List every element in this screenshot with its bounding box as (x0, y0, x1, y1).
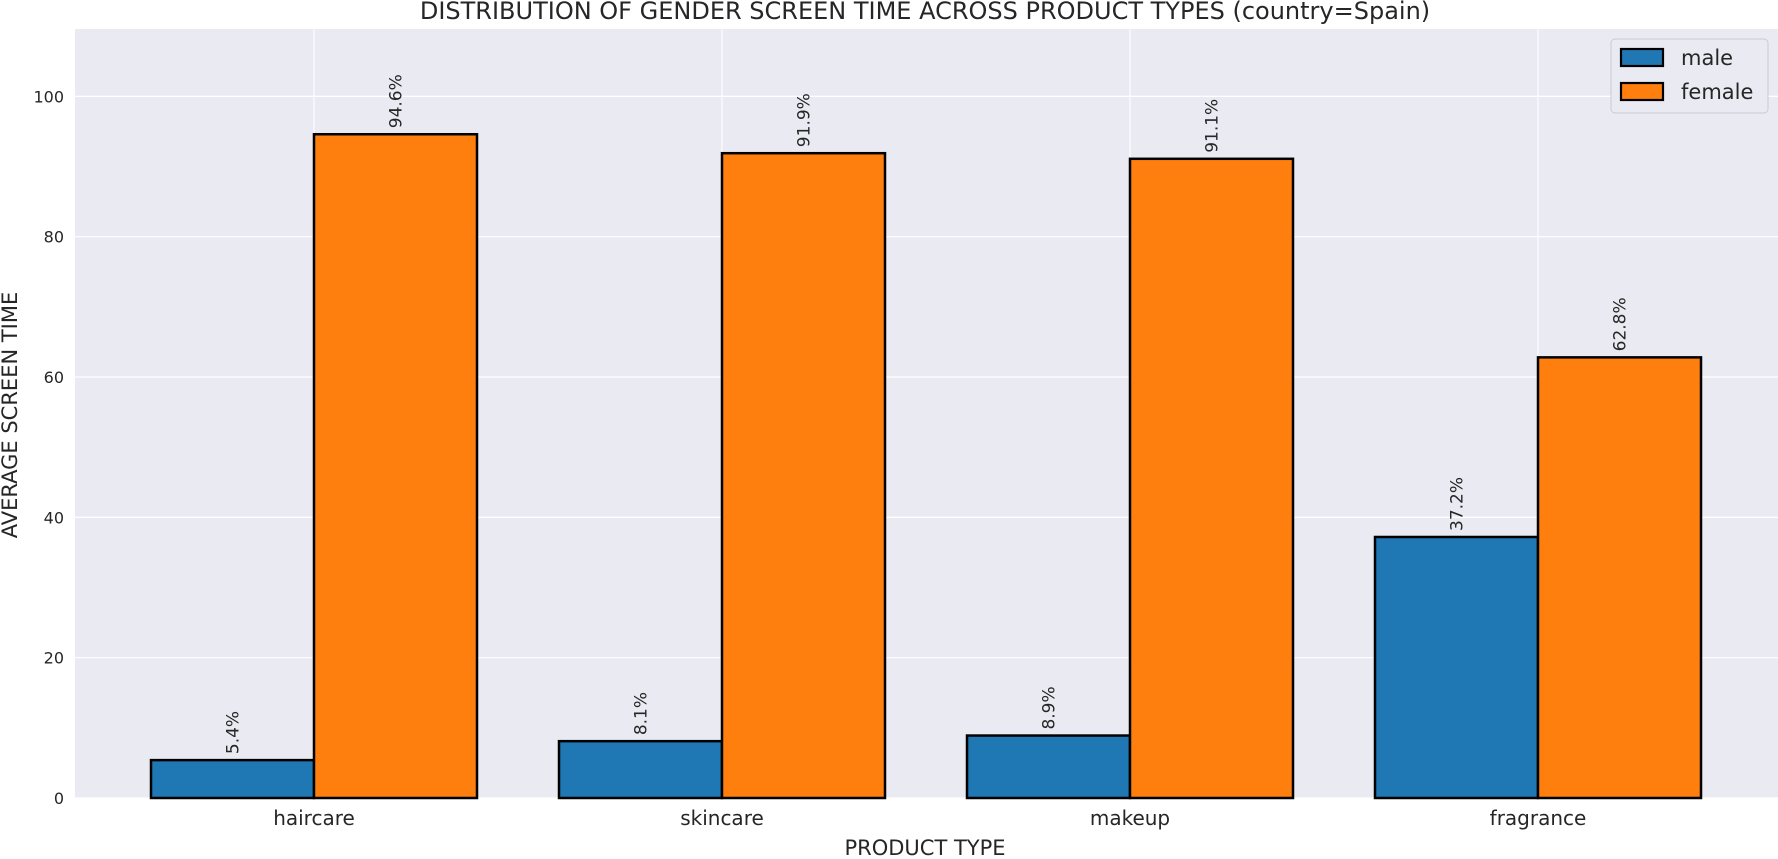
x-tick-label: fragrance (1490, 806, 1587, 830)
y-axis-ticks: 0 20 40 60 80 100 (33, 87, 64, 808)
y-tick-label: 0 (54, 789, 64, 808)
bar-male-makeup (965, 734, 1132, 800)
bar-female-makeup (1128, 157, 1295, 800)
bar-value-label: 91.1% (1203, 99, 1223, 153)
bars (149, 132, 1703, 800)
bar-value-label: 91.9% (795, 93, 815, 147)
bar-female-haircare (312, 132, 479, 800)
bar-value-label: 8.1% (632, 692, 652, 735)
legend-label-female: female (1681, 80, 1753, 104)
bar-male-skincare (557, 739, 724, 800)
legend-swatch-male (1619, 47, 1665, 68)
bar-female-skincare (720, 151, 887, 800)
bar-value-label: 8.9% (1040, 686, 1060, 729)
bar-male-haircare (149, 758, 316, 800)
chart-title: DISTRIBUTION OF GENDER SCREEN TIME ACROS… (420, 0, 1430, 25)
y-axis-label: AVERAGE SCREEN TIME (0, 292, 22, 539)
x-axis-label: PRODUCT TYPE (844, 836, 1005, 859)
bar-value-label: 62.8% (1611, 297, 1631, 351)
bar-value-label: 5.4% (224, 711, 244, 754)
bar-labels: 5.4% 8.1% 8.9% 37.2% 94.6% 91.9% 91.1% 62.8% (224, 74, 1631, 754)
x-tick-label: haircare (273, 806, 355, 830)
bar-female-fragrance (1536, 356, 1703, 800)
bar-male-fragrance (1373, 535, 1540, 800)
bar-value-label: 94.6% (387, 74, 407, 128)
x-tick-label: skincare (680, 806, 764, 830)
y-tick-label: 60 (44, 368, 64, 387)
legend-label-male: male (1681, 46, 1733, 70)
bar-value-label: 37.2% (1448, 477, 1468, 531)
x-tick-label: makeup (1090, 806, 1170, 830)
legend-swatch-female (1619, 81, 1665, 102)
y-tick-label: 80 (44, 228, 64, 247)
y-tick-label: 100 (33, 87, 64, 106)
legend: male female (1610, 38, 1769, 114)
x-axis-ticks: haircare skincare makeup fragrance (273, 806, 1586, 830)
y-tick-label: 40 (44, 508, 64, 527)
y-tick-label: 20 (44, 649, 64, 668)
